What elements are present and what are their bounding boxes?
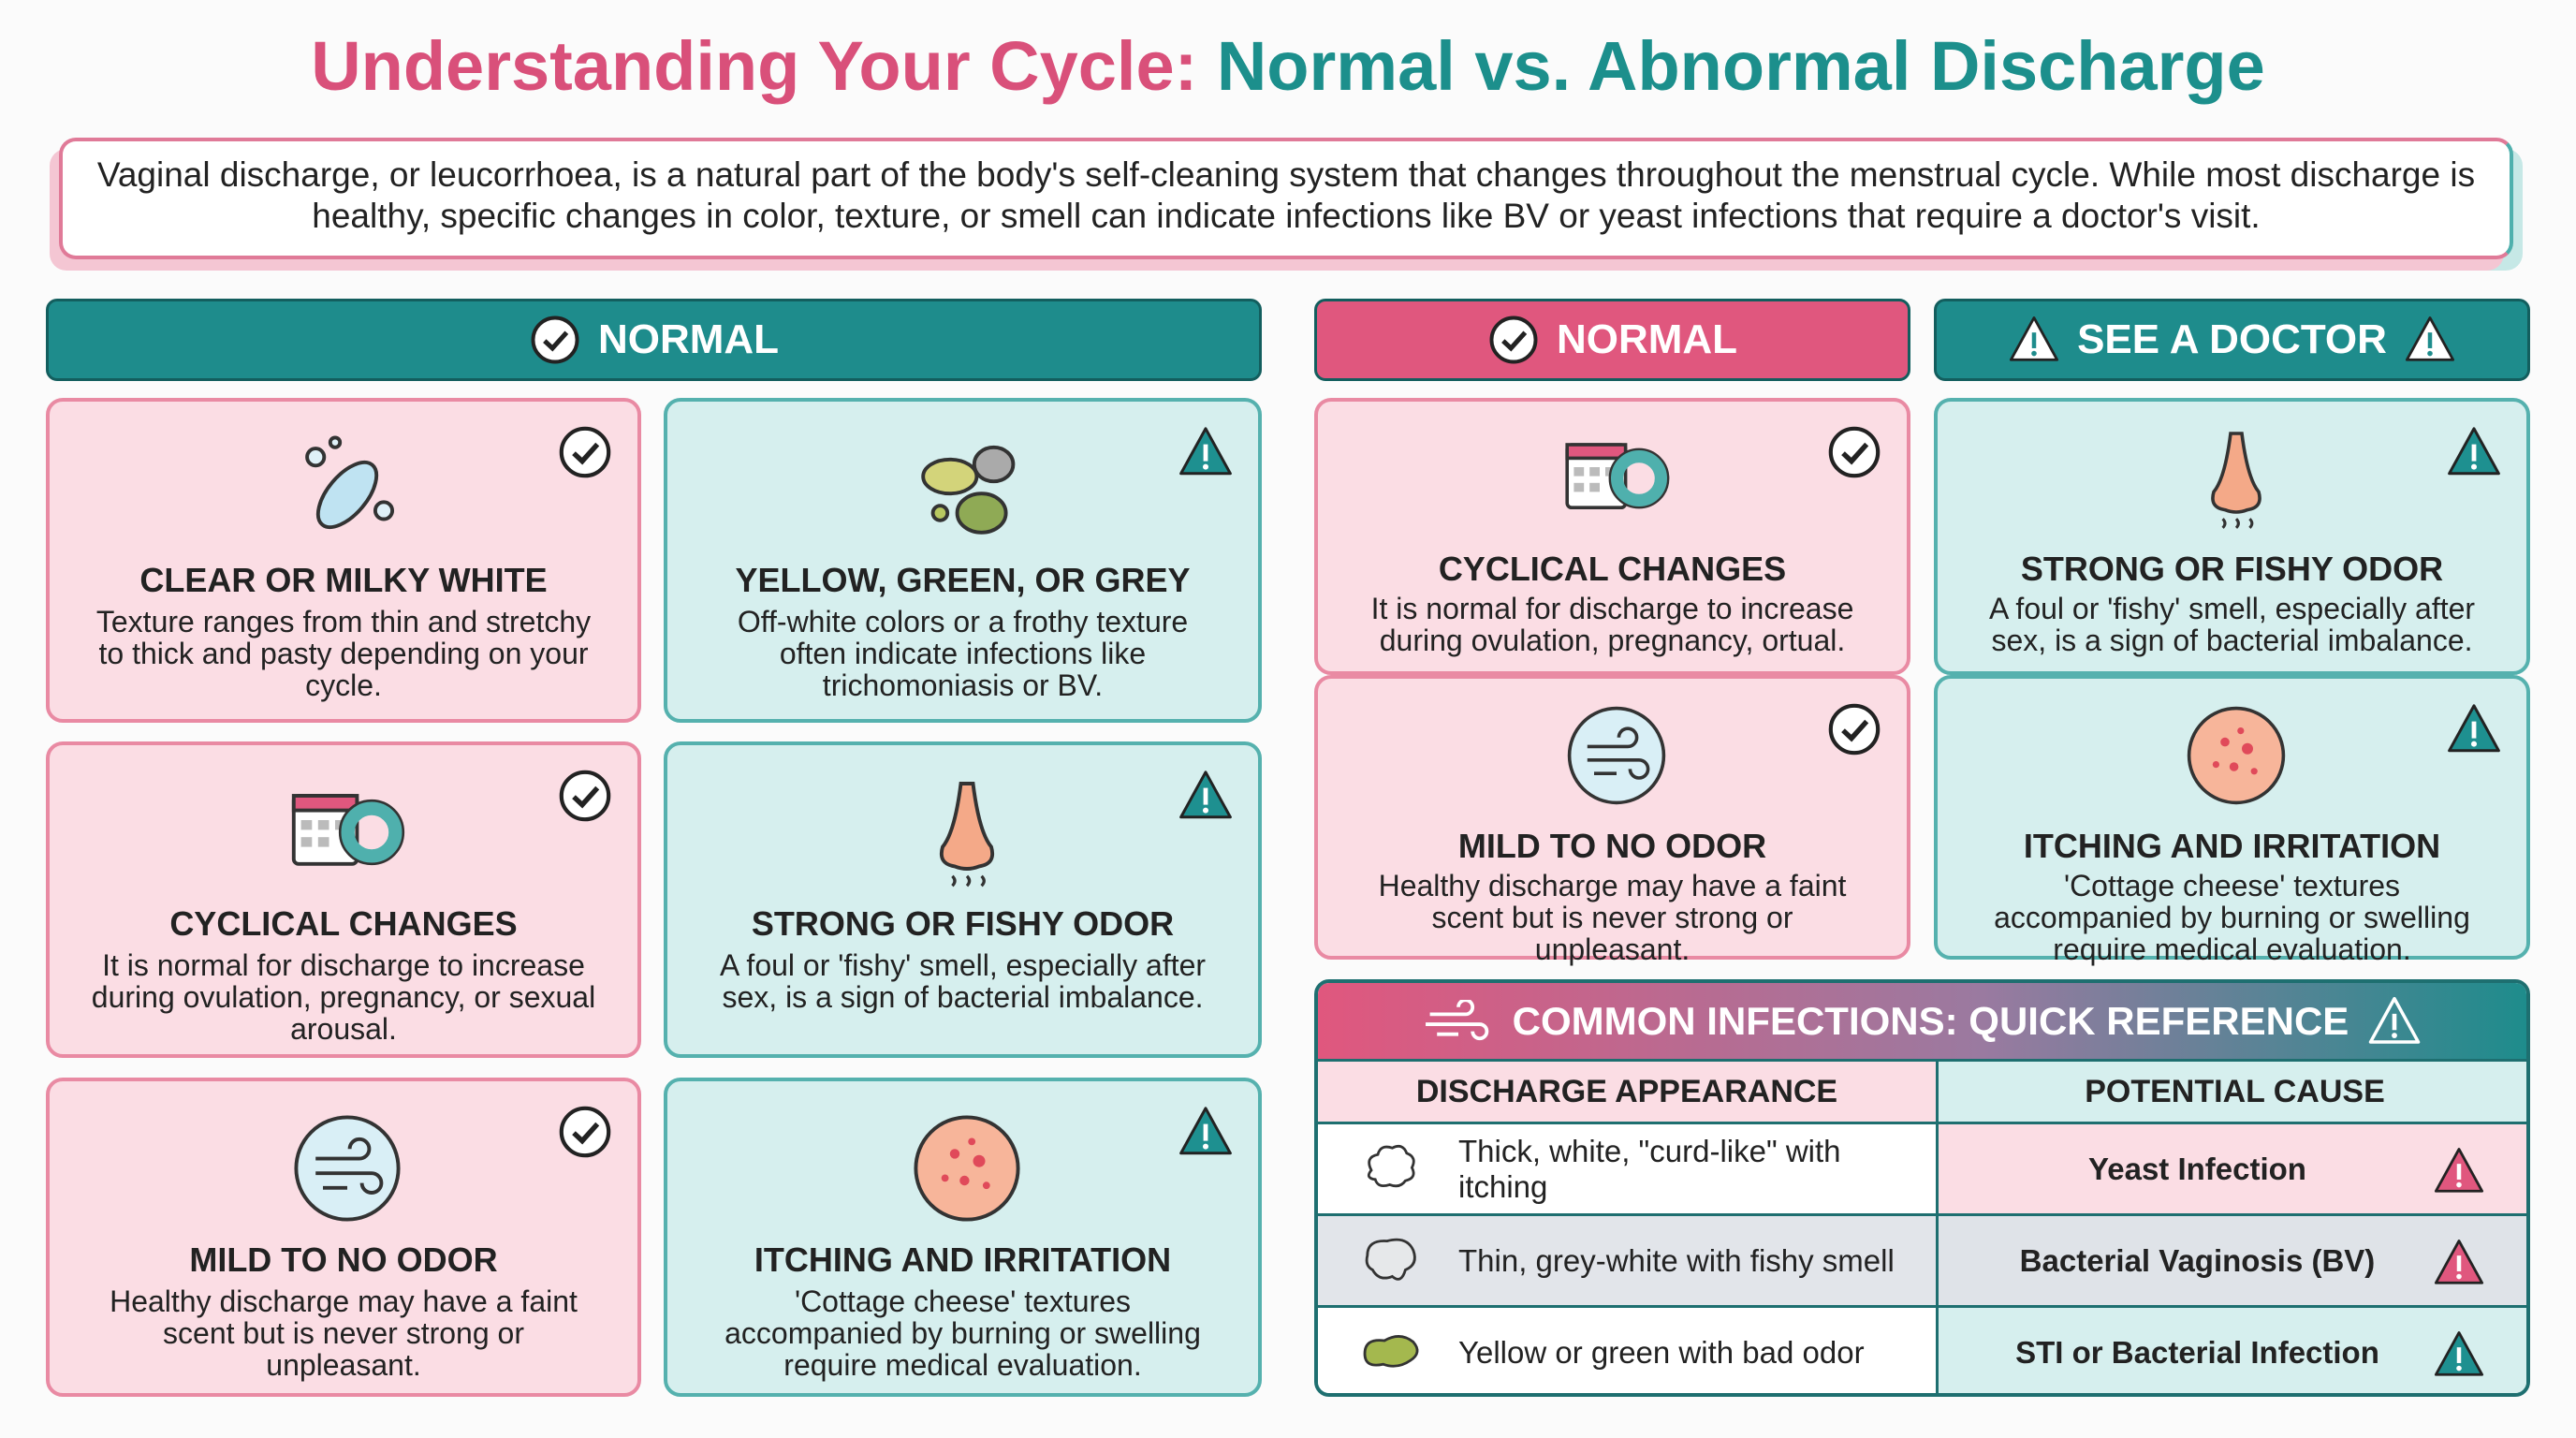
card-title: MILD TO NO ODOR [1457, 827, 1767, 865]
table-cell: Thin, grey-white with fishy smell [1318, 1216, 1939, 1308]
title-part2: Normal vs. Abnormal Discharge [1216, 27, 2265, 105]
card-icon [1567, 706, 1665, 805]
card-icon [291, 794, 405, 866]
card-title: STRONG OR FISHY ODOR [751, 904, 1175, 943]
reference-table: COMMON INFECTIONS: QUICK REFERENCE DISCHA… [1314, 979, 2530, 1397]
card-text: Healthy discharge may have a faint scent… [110, 1284, 578, 1382]
info-card: STRONG OR FISHY ODOR A foul or 'fishy' sm… [1934, 398, 2530, 675]
card-icon [2187, 706, 2285, 805]
table-header: DISCHARGE APPEARANCE [1318, 1062, 1939, 1124]
info-card: ITCHING AND IRRITATION 'Cottage cheese' t… [1934, 675, 2530, 965]
info-card: YELLOW, GREEN, OR GREY Off-white colors o… [664, 398, 1262, 723]
warning-icon [2448, 704, 2500, 753]
check-icon [1828, 703, 1881, 756]
row-icon [1365, 1238, 1416, 1281]
row-icon [1367, 1144, 1415, 1188]
table-title-bar: COMMON INFECTIONS: QUICK REFERENCE [1318, 983, 2526, 1062]
wind-icon [1425, 999, 1488, 1040]
card-title: YELLOW, GREEN, OR GREY [735, 561, 1191, 599]
info-card: MILD TO NO ODOR Healthy discharge may hav… [1314, 675, 1910, 965]
info-card: CYCLICAL CHANGES It is normal for dischar… [46, 741, 641, 1058]
warning-icon [2448, 427, 2500, 476]
card-text: 'Cottage cheese' textures accompanied by… [1994, 869, 2470, 966]
header-icon [1489, 315, 1538, 364]
warning-icon [2434, 1240, 2484, 1284]
section-header: SEE A DOCTOR [1934, 299, 2530, 381]
info-card: CLEAR OR MILKY WHITE Texture ranges from … [46, 398, 641, 723]
card-text: It is normal for discharge to increase d… [1370, 592, 1854, 657]
info-card: ITCHING AND IRRITATION 'Cottage cheese' t… [664, 1078, 1262, 1397]
info-card: CYCLICAL CHANGES It is normal for dischar… [1314, 398, 1910, 675]
header-label: NORMAL [1556, 316, 1738, 362]
check-icon [1828, 426, 1881, 478]
table-cell: STI or Bacterial Infection [1939, 1308, 2526, 1393]
section-header: NORMAL [1314, 299, 1910, 381]
card-title: MILD TO NO ODOR [189, 1240, 498, 1279]
table-cell: Bacterial Vaginosis (BV) [1939, 1216, 2526, 1308]
header-label: NORMAL [597, 316, 780, 362]
header-icon [2405, 316, 2454, 361]
check-icon [559, 770, 611, 822]
card-icon [294, 1115, 401, 1222]
table-header: POTENTIAL CAUSE [1939, 1062, 2526, 1124]
card-icon [920, 445, 1015, 535]
card-title: CYCLICAL CHANGES [1438, 550, 1787, 588]
info-card: MILD TO NO ODOR Healthy discharge may hav… [46, 1078, 641, 1397]
card-title: ITCHING AND IRRITATION [2023, 827, 2441, 865]
row-icon [1363, 1335, 1419, 1368]
card-title: STRONG OR FISHY ODOR [2020, 550, 2444, 588]
check-icon [559, 426, 611, 478]
card-icon [1564, 443, 1669, 509]
header-icon [531, 315, 579, 364]
title: Understanding Your Cycle: Normal vs. Abn… [0, 26, 2576, 106]
card-icon [913, 1115, 1020, 1222]
table-title: COMMON INFECTIONS: QUICK REFERENCE [1512, 998, 2349, 1043]
check-icon [559, 1106, 611, 1158]
card-text: Texture ranges from thin and stretchy to… [95, 605, 592, 702]
card-text: Off-white colors or a frothy texture oft… [737, 605, 1189, 702]
table-cell: Yeast Infection [1939, 1124, 2526, 1216]
card-title: CYCLICAL CHANGES [169, 904, 518, 943]
warning-icon [1179, 427, 1232, 476]
title-part1: Understanding Your Cycle: [311, 27, 1198, 105]
card-icon [939, 782, 994, 888]
info-card: STRONG OR FISHY ODOR A foul or 'fishy' sm… [664, 741, 1262, 1058]
card-icon [2210, 432, 2261, 529]
section-header: NORMAL [46, 299, 1262, 381]
table-cell: Yellow or green with bad odor [1318, 1308, 1939, 1393]
warning-icon [1179, 770, 1232, 819]
warning-icon [2434, 1148, 2484, 1193]
warning-icon [2369, 996, 2421, 1044]
card-text: A foul or 'fishy' smell, especially afte… [719, 948, 1207, 1014]
intro: Vaginal discharge, or leucorrhoea, is a … [59, 138, 2513, 259]
card-text: Healthy discharge may have a faint scent… [1378, 869, 1847, 966]
card-title: ITCHING AND IRRITATION [754, 1240, 1172, 1279]
card-title: CLEAR OR MILKY WHITE [139, 561, 548, 599]
warning-icon [1179, 1107, 1232, 1155]
header-icon [2010, 316, 2059, 361]
header-label: SEE A DOCTOR [2077, 316, 2387, 362]
card-text: It is normal for discharge to increase d… [91, 948, 596, 1046]
table-cell: Thick, white, "curd-like" with itching [1318, 1124, 1939, 1216]
card-icon [305, 435, 395, 530]
warning-icon [2434, 1331, 2484, 1376]
card-text: 'Cottage cheese' textures accompanied by… [724, 1284, 1201, 1382]
card-text: A foul or 'fishy' smell, especially afte… [1988, 592, 2476, 657]
